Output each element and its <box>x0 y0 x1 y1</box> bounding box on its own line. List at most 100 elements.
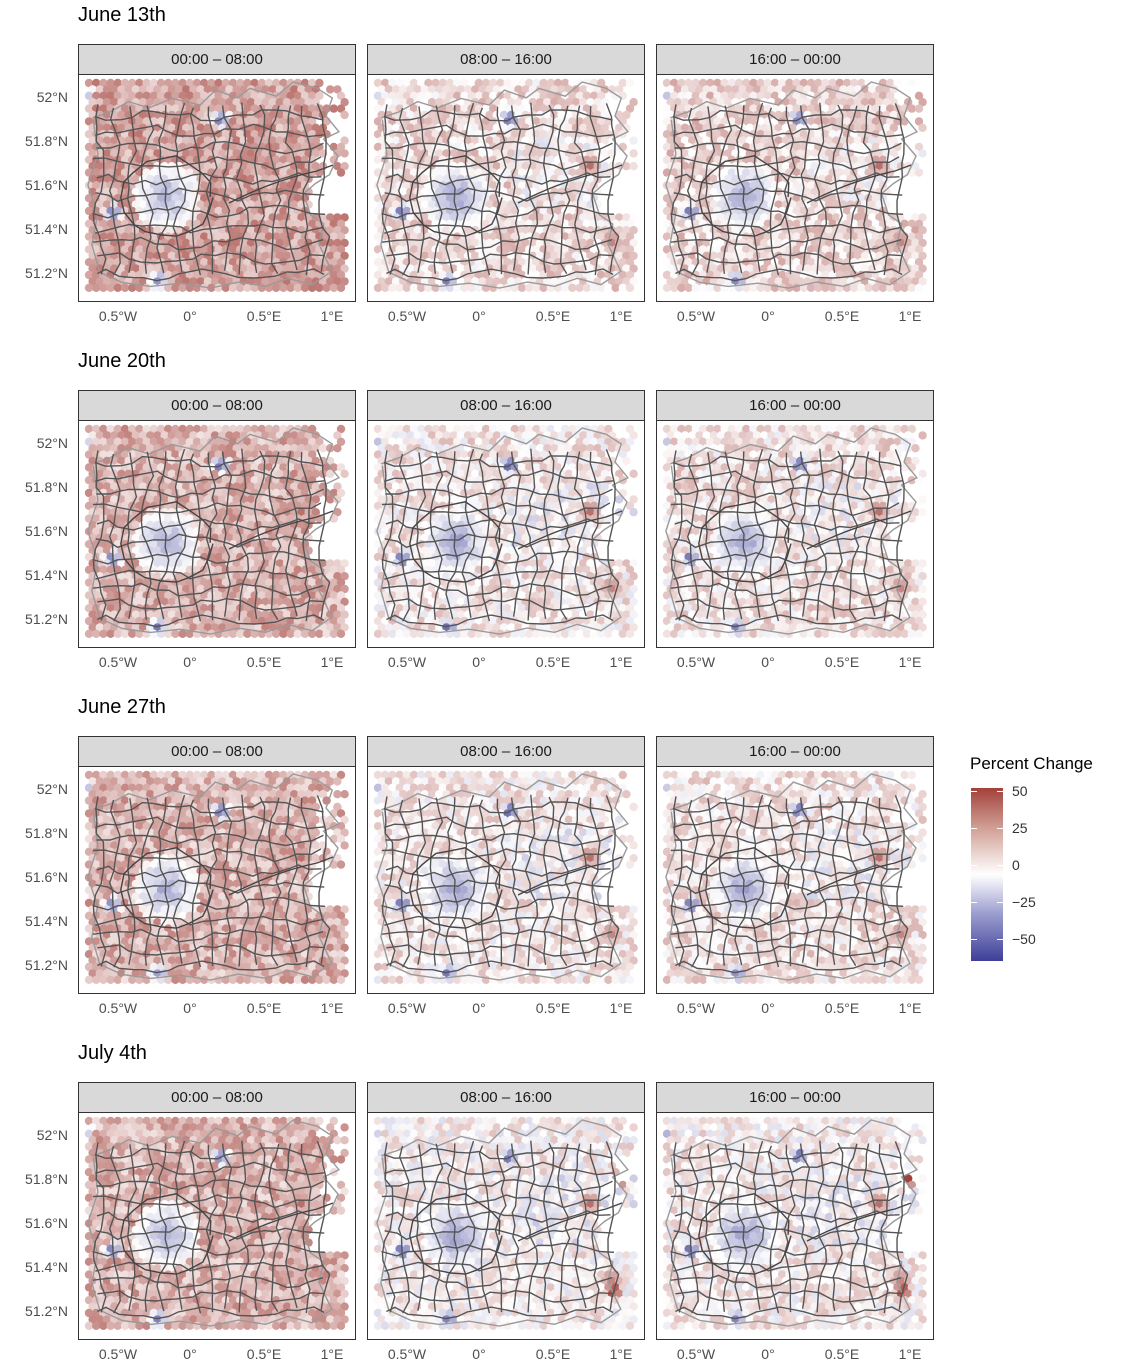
hex-cell <box>478 174 487 184</box>
hex-cell <box>167 559 176 568</box>
hex-cell <box>218 149 227 158</box>
hex-cell <box>691 283 700 292</box>
hex-cell <box>792 78 801 88</box>
hex-cell <box>95 123 104 132</box>
hex-cell <box>727 168 736 177</box>
hex-cell <box>135 130 144 139</box>
hex-cell <box>456 482 465 491</box>
hex-cell <box>582 232 591 241</box>
hex-cell <box>388 78 397 88</box>
hex-cell <box>120 424 130 434</box>
hex-cell <box>788 98 798 107</box>
hex-cell <box>557 110 566 120</box>
hex-cell <box>445 501 455 510</box>
hex-cell <box>282 264 292 273</box>
hex-cell <box>373 488 383 498</box>
hex-cell <box>499 469 509 478</box>
hex-cell <box>442 431 451 440</box>
hex-cell <box>528 213 537 222</box>
hex-cell <box>666 277 675 286</box>
hex-cell <box>720 130 729 139</box>
hex-cell <box>272 258 281 267</box>
hex-cell <box>535 174 545 184</box>
hex-cell <box>471 456 480 466</box>
hex-cell <box>485 213 494 222</box>
hex-cell <box>734 155 744 164</box>
hex-cell <box>521 444 530 453</box>
hex-cell <box>485 469 494 478</box>
facet-panel: 00:00 – 08:00 0.5°W 0° 0.5°E 1°E <box>78 44 356 326</box>
hex-cell <box>709 174 718 184</box>
hex-cell <box>243 604 252 613</box>
hex-cell <box>442 495 451 504</box>
hex-cell <box>272 283 281 292</box>
hex-cell <box>102 123 112 132</box>
hex-cell <box>453 232 462 241</box>
hex-cell <box>781 123 790 132</box>
hex-cell <box>214 232 223 241</box>
hex-cell <box>756 219 765 228</box>
hex-cell <box>218 546 227 555</box>
hex-cell <box>695 110 704 120</box>
hex-cell <box>300 437 310 446</box>
hex-cell <box>871 117 880 126</box>
hex-cell <box>485 123 494 132</box>
hex-cell <box>666 85 675 94</box>
hex-cell <box>110 149 119 158</box>
hex-cell <box>261 495 270 504</box>
hex-cell <box>84 232 94 241</box>
hex-cell <box>568 424 577 434</box>
hex-cell <box>720 181 729 190</box>
hex-cell <box>517 181 527 190</box>
hex-cell <box>106 78 115 88</box>
hex-cell <box>333 162 342 171</box>
hex-cell <box>503 232 512 241</box>
hex-cell <box>135 91 144 100</box>
hex-cell <box>907 258 916 267</box>
hex-cell <box>550 187 559 196</box>
hex-cell <box>431 181 440 190</box>
hex-cell <box>622 226 631 235</box>
hex-cell <box>185 501 194 510</box>
hex-cell <box>778 104 787 113</box>
hex-cell <box>196 584 205 594</box>
hex-cell <box>225 610 234 619</box>
hex-cell <box>738 238 747 248</box>
hex-cell <box>167 200 176 209</box>
hex-cell <box>745 85 754 94</box>
hex-cell <box>336 578 346 587</box>
hex-cell <box>264 578 274 587</box>
hex-cell <box>196 238 205 248</box>
hex-cell <box>918 277 927 286</box>
hex-cell <box>427 238 437 248</box>
hex-cell <box>381 168 390 177</box>
hex-cell <box>604 283 613 292</box>
hex-cell <box>326 213 335 222</box>
hex-cell <box>218 623 227 632</box>
hex-cell <box>106 232 115 241</box>
hex-cell <box>214 206 223 216</box>
hex-cell <box>738 149 747 158</box>
hex-cell <box>257 514 266 523</box>
hex-cell <box>149 437 158 446</box>
hex-cell <box>438 270 447 280</box>
hex-cell <box>373 232 383 241</box>
hex-cell <box>290 469 299 478</box>
hex-cell <box>821 258 830 267</box>
hex-cell <box>84 424 94 434</box>
hex-cell <box>124 149 133 158</box>
hex-cell <box>492 277 501 286</box>
hex-cell <box>810 238 819 248</box>
hex-cell <box>167 174 176 184</box>
hex-cell <box>297 431 306 440</box>
hex-cell <box>720 270 729 280</box>
hex-cell <box>395 424 404 434</box>
hex-cell <box>460 78 469 88</box>
hex-cell <box>192 437 202 446</box>
hex-cell <box>575 142 584 152</box>
hex-cell <box>546 437 555 446</box>
y-tick-label: 51.4°N <box>25 567 68 583</box>
hex-cell <box>164 117 173 126</box>
hex-cell <box>391 149 401 158</box>
hex-cell <box>286 565 295 574</box>
